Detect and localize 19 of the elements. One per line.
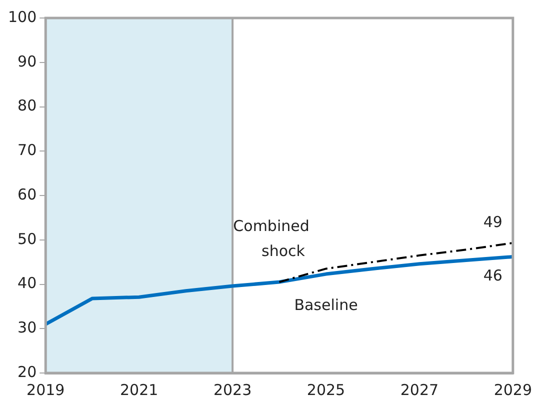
x-tick-label: 2027 xyxy=(400,380,439,399)
y-tick-label: 100 xyxy=(8,8,37,26)
x-tick-label: 2021 xyxy=(120,380,158,399)
series-label: Combined shock xyxy=(233,216,310,260)
y-tick-label: 20 xyxy=(18,362,37,381)
annotation: 49 xyxy=(483,212,502,231)
x-tick-label: 2019 xyxy=(26,380,65,399)
y-tick-label: 90 xyxy=(18,52,37,70)
y-tick-label: 60 xyxy=(18,185,37,204)
series-label: Baseline xyxy=(294,296,358,314)
x-tick-label: 2025 xyxy=(306,380,346,399)
y-tick-label: 50 xyxy=(18,230,37,248)
x-tick-label: 2029 xyxy=(494,380,532,399)
annotation: 46 xyxy=(483,266,502,285)
y-tick-label: 80 xyxy=(18,96,37,115)
x-tick-label: 2023 xyxy=(213,380,252,399)
y-tick-label: 30 xyxy=(18,318,37,337)
y-tick-label: 70 xyxy=(18,141,37,160)
y-tick-label: 40 xyxy=(18,274,37,292)
